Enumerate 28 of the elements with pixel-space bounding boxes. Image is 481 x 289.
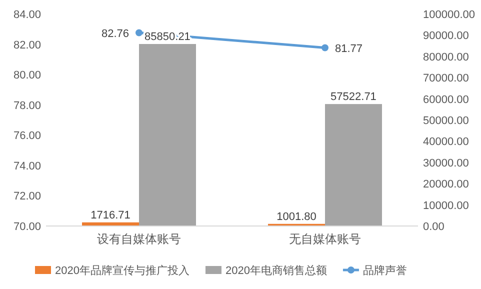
y2-tick-label: 30000.00: [423, 157, 469, 170]
y-tick-label: 72.00: [13, 190, 41, 203]
x-tick-label: 无自媒体账号: [289, 232, 361, 246]
y2-tick-label: 40000.00: [423, 136, 469, 148]
bar: [139, 44, 196, 226]
y2-tick-label: 0.00: [423, 221, 444, 233]
y2-tick-label: 90000.00: [423, 30, 469, 42]
y-tick-label: 82.00: [13, 39, 41, 52]
legend-label: 2020年电商销售总额: [225, 264, 327, 277]
y2-tick-label: 20000.00: [423, 178, 469, 191]
bar: [325, 104, 382, 226]
y-tick-label: 76.00: [13, 130, 41, 142]
y2-tick-label: 70000.00: [423, 72, 469, 85]
y-tick-label: 84.00: [13, 9, 41, 21]
y2-tick-label: 100000.00: [423, 9, 475, 21]
legend-label: 2020年品牌宣传与推广投入: [55, 264, 190, 277]
legend-label: 品牌声誉: [362, 264, 407, 277]
y-tick-label: 80.00: [13, 70, 41, 82]
x-tick-label: 设有自媒体账号: [97, 232, 181, 246]
y-tick-label: 78.00: [13, 100, 41, 112]
y2-tick-label: 50000.00: [423, 115, 469, 127]
y-tick-label: 74.00: [13, 160, 41, 172]
y2-tick-label: 80000.00: [423, 51, 469, 64]
品牌声誉: 81.77: [335, 42, 363, 55]
品牌声誉: 82.76: [101, 28, 129, 40]
y2-tick-label: 60000.00: [423, 94, 469, 106]
y-tick-label: 70.00: [13, 221, 41, 233]
y2-tick-label: 10000.00: [423, 200, 469, 212]
